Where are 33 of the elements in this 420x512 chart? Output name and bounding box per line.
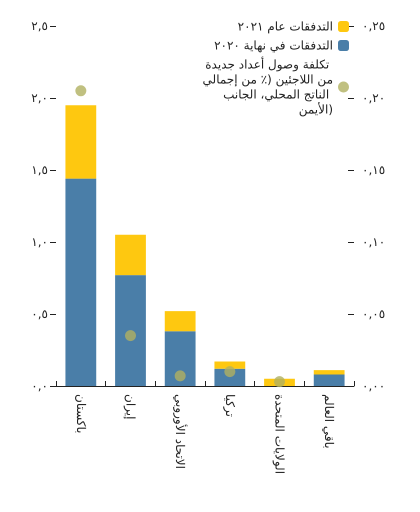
point: [274, 376, 285, 388]
y-tick-label: ٢,٠: [31, 91, 48, 105]
legend-label: التدفقات عام ٢٠٢١: [238, 20, 333, 34]
bar: [314, 370, 345, 374]
bar: [65, 105, 96, 179]
y-tick-label: ٢,٥: [31, 19, 48, 33]
legend-label: تكلفة وصول أعداد جديدة من اللاجئين (٪ من إجمالي الناتج المحلي، الجانب الأيمن): [202, 56, 333, 116]
y2-tick-label: ٠,١٥: [362, 163, 386, 177]
legend-label: التدفقات في نهاية ٢٠٢٠: [214, 38, 333, 52]
x-tick-label: إيران: [124, 394, 138, 420]
y-tick-label: ٠,٠: [31, 379, 48, 393]
x-tick-label: الاتحاد الأوروبي: [173, 394, 188, 469]
x-tick-label: باكستان: [74, 394, 88, 434]
y2-tick-label: ٠,٠٠: [362, 379, 386, 393]
y-tick-label: ٠,٥: [31, 307, 48, 321]
point: [174, 370, 186, 382]
y2-tick-label: ٠,٢٠: [362, 91, 386, 105]
point: [125, 330, 136, 342]
bar: [164, 311, 196, 332]
y2-tick-label: ٠,١٠: [362, 235, 386, 249]
bar: [115, 275, 146, 386]
bar: [115, 234, 146, 276]
x-tick-label: باقي العالم: [322, 394, 336, 449]
point: [75, 85, 86, 96]
x-tick-label: تركيا: [222, 394, 237, 417]
y2-tick-label: ٠,٢٥: [362, 19, 386, 33]
y2-tick-label: ٠,٠٥: [362, 307, 386, 321]
x-tick-label: الولايات المتحدة: [272, 394, 286, 474]
bar: [314, 374, 345, 386]
bar: [65, 178, 96, 386]
y-tick-label: ١,٠: [31, 235, 48, 249]
bar: [164, 331, 196, 386]
y-tick-label: ١,٥: [31, 163, 48, 177]
